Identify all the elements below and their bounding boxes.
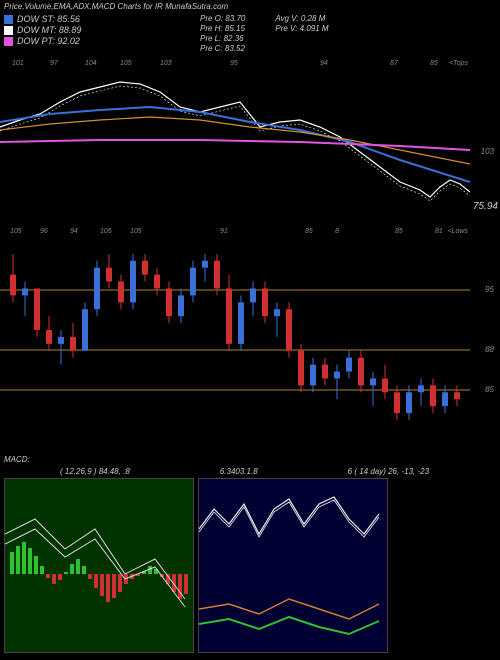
macd-histogram-panel [4,478,194,653]
ohlc-stats: Pre O: 83.70Avg V: 0.28 MPre H: 85.15Pre… [200,14,329,53]
macd-left-label: ( 12,26,9 ) 84.48, .8 [60,467,130,476]
candle-panel: 958885 [0,240,470,420]
adx-panel [198,478,388,653]
macd-right-label: 6 ( 14 day) 26, -13, -23 [348,467,429,476]
macd-mid-label: 6.3403.1.8 [220,467,258,476]
price-panel: 103 75.94 [0,72,470,222]
chart-title: Price,Volume,EMA,ADX,MACD Charts for IR … [4,2,496,11]
legend: DOW ST: 85.56DOW MT: 88.89DOW PT: 92.02 [4,14,81,47]
price-readout: 75.94 [473,201,498,212]
top-axis: <Tops 1019710410510395948785 [0,60,470,72]
candle-axis: <Lows 1059694105105918588581 [0,228,470,240]
macd-title: MACD: [0,455,500,464]
macd-panel: MACD: ( 12,26,9 ) 84.48, .8 6.3403.1.8 6… [0,455,500,655]
